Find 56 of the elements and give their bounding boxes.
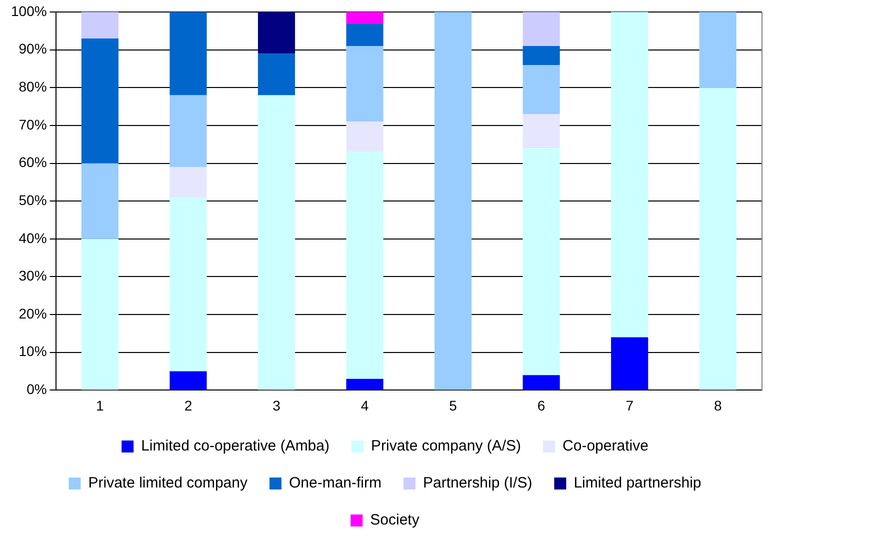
bar: [346, 12, 384, 24]
bar: [258, 95, 296, 390]
bar: [522, 12, 560, 46]
legend-label: Co-operative: [562, 438, 648, 455]
y-tick-label: 20%: [18, 305, 47, 322]
bar: [611, 337, 648, 390]
bar: [346, 378, 384, 390]
x-tick-label: 2: [184, 397, 192, 414]
x-tick-label: 4: [360, 397, 369, 414]
bar: [434, 12, 472, 390]
bar: [346, 122, 384, 152]
bar: [346, 46, 384, 122]
legend-label: Private company (A/S): [370, 438, 522, 455]
x-tick-label: 5: [449, 397, 458, 414]
bar: [81, 38, 118, 164]
y-tick-label: 80%: [18, 78, 47, 94]
bar: [81, 163, 118, 239]
bar: [522, 64, 560, 114]
bar: [170, 197, 207, 372]
bar: [346, 152, 384, 379]
bar: [346, 23, 384, 46]
y-tick-label: 50%: [18, 192, 47, 208]
bar: [258, 12, 296, 54]
bar: [611, 12, 648, 338]
legend-label: Limited co-operative (Amba): [141, 438, 330, 455]
bar: [522, 46, 560, 65]
x-tick-label: 8: [714, 397, 722, 414]
x-tick-label: 3: [272, 397, 281, 414]
y-tick-label: 30%: [18, 268, 47, 284]
legend-label: Private limited company: [88, 474, 248, 492]
y-tick-label: 100%: [10, 2, 47, 19]
bar: [81, 12, 118, 38]
y-tick-label: 70%: [18, 116, 47, 132]
legend-label: One-man-firm: [288, 474, 382, 492]
y-tick-label: 10%: [18, 343, 47, 360]
y-tick-label: 60%: [18, 154, 47, 170]
x-tick-label: 6: [537, 397, 546, 414]
bar: [170, 95, 207, 168]
x-tick-label: 7: [626, 397, 634, 414]
bar: [699, 88, 736, 390]
x-tick-label: 1: [96, 397, 104, 414]
bar: [170, 371, 207, 390]
legend-label: Limited partnership: [574, 474, 702, 492]
y-tick-label: 0%: [26, 381, 47, 398]
bar: [258, 54, 296, 96]
legend-label: Society: [370, 512, 420, 529]
bar: [170, 12, 207, 96]
bar: [81, 238, 118, 390]
bar: [522, 114, 560, 148]
bar: [522, 148, 560, 376]
y-tick-label: 40%: [18, 230, 47, 246]
y-tick-label: 90%: [18, 40, 47, 57]
bar: [699, 12, 736, 88]
bar: [522, 375, 560, 390]
bar: [170, 167, 207, 198]
legend-label: Partnership (I/S): [422, 474, 532, 492]
